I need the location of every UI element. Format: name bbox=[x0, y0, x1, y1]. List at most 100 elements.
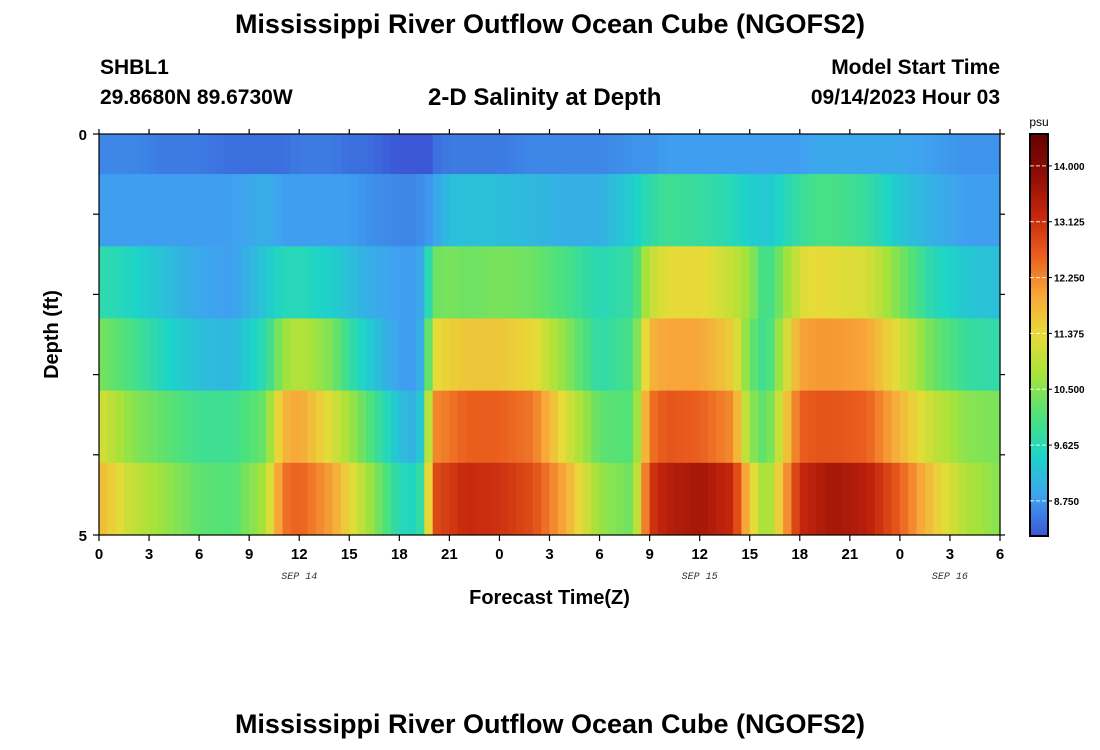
heatmap-cell bbox=[124, 174, 133, 247]
heatmap-cell bbox=[941, 318, 951, 392]
heatmap-cell bbox=[607, 390, 617, 464]
heatmap-cell bbox=[574, 134, 584, 175]
y-tick-label: 5 bbox=[79, 528, 87, 545]
heatmap-cell bbox=[933, 462, 943, 536]
heatmap-cell bbox=[315, 318, 325, 392]
heatmap-cell bbox=[299, 390, 309, 464]
heatmap-cell bbox=[482, 318, 492, 392]
heatmap-cell bbox=[99, 390, 108, 464]
heatmap-cell bbox=[991, 174, 1001, 247]
heatmap-cell bbox=[924, 318, 934, 392]
heatmap-cell bbox=[566, 318, 576, 392]
heatmap-cell bbox=[724, 462, 734, 536]
heatmap-cell bbox=[641, 246, 651, 319]
colorbar-segment bbox=[1030, 475, 1048, 480]
heatmap-cell bbox=[582, 318, 592, 392]
heatmap-cell bbox=[716, 462, 726, 536]
heatmap-cell bbox=[107, 246, 117, 319]
heatmap-cell bbox=[933, 318, 943, 392]
heatmap-cell bbox=[883, 390, 893, 464]
heatmap-cell bbox=[307, 390, 317, 464]
heatmap-cell bbox=[482, 390, 492, 464]
heatmap-cell bbox=[224, 174, 234, 247]
heatmap-cell bbox=[315, 462, 325, 536]
colorbar-segment bbox=[1030, 361, 1048, 366]
colorbar-frame bbox=[1029, 133, 1049, 537]
heatmap-cell bbox=[124, 390, 133, 464]
heatmap-cell bbox=[949, 318, 959, 392]
heatmap-cell bbox=[799, 174, 809, 247]
heatmap-cell bbox=[766, 462, 776, 536]
heatmap-cell bbox=[557, 174, 567, 247]
colorbar-segment bbox=[1030, 324, 1048, 329]
heatmap-cell bbox=[115, 174, 125, 247]
heatmap-cell bbox=[274, 246, 284, 319]
colorbar-segment bbox=[1030, 522, 1048, 527]
heatmap-cell bbox=[507, 390, 517, 464]
x-tick-label: 15 bbox=[741, 546, 758, 563]
colorbar-segment bbox=[1030, 415, 1048, 420]
heatmap-cell bbox=[699, 462, 709, 536]
heatmap-cell bbox=[124, 134, 133, 175]
heatmap-cell bbox=[541, 174, 551, 247]
colorbar-segment bbox=[1030, 204, 1048, 209]
heatmap-cell bbox=[949, 390, 959, 464]
colorbar-segment bbox=[1030, 465, 1048, 470]
colorbar-segment bbox=[1030, 137, 1048, 142]
heatmap-cell bbox=[833, 174, 843, 247]
heatmap-cell bbox=[666, 174, 676, 247]
heatmap-cell bbox=[190, 246, 200, 319]
heatmap-cell bbox=[390, 462, 400, 536]
heatmap-cell bbox=[991, 390, 1001, 464]
date-label: SEP 14 bbox=[281, 572, 317, 583]
colorbar-segment bbox=[1030, 512, 1048, 517]
heatmap-cell bbox=[649, 318, 659, 392]
colorbar-tick-label: 14.000 bbox=[1054, 162, 1085, 173]
heatmap-cell bbox=[290, 246, 300, 319]
heatmap-cell bbox=[624, 318, 634, 392]
heatmap-cell bbox=[816, 134, 826, 175]
colorbar-segment bbox=[1030, 284, 1048, 289]
heatmap-cell bbox=[557, 246, 567, 319]
heatmap-cell bbox=[107, 318, 117, 392]
heatmap-cell bbox=[858, 246, 868, 319]
heatmap-cell bbox=[966, 318, 976, 392]
heatmap-cell bbox=[699, 174, 709, 247]
colorbar-segment bbox=[1030, 291, 1048, 296]
heatmap-cell bbox=[441, 318, 450, 392]
heatmap-cell bbox=[299, 174, 309, 247]
x-tick-label: 0 bbox=[495, 546, 503, 563]
heatmap-cell bbox=[516, 246, 526, 319]
heatmap-cell bbox=[390, 134, 400, 175]
heatmap-cell bbox=[182, 134, 192, 175]
colorbar-segment bbox=[1030, 268, 1048, 272]
heatmap-cell bbox=[858, 134, 868, 175]
heatmap-cell bbox=[632, 390, 642, 464]
heatmap-cell bbox=[274, 174, 284, 247]
heatmap-cell bbox=[733, 246, 742, 319]
heatmap-cell bbox=[132, 246, 142, 319]
heatmap-cell bbox=[416, 390, 425, 464]
heatmap-cell bbox=[357, 318, 367, 392]
heatmap-cell bbox=[866, 318, 876, 392]
heatmap-cell bbox=[249, 246, 259, 319]
heatmap-cell bbox=[749, 462, 759, 536]
heatmap-cell bbox=[766, 174, 776, 247]
heatmap-cell bbox=[282, 390, 292, 464]
heatmap-cell bbox=[390, 390, 400, 464]
heatmap-cell bbox=[816, 318, 826, 392]
heatmap-cell bbox=[808, 246, 818, 319]
heatmap-cell bbox=[708, 390, 717, 464]
heatmap-cell bbox=[607, 246, 617, 319]
heatmap-cell bbox=[941, 174, 951, 247]
heatmap-cell bbox=[232, 174, 242, 247]
heatmap-cell bbox=[933, 246, 943, 319]
heatmap-cell bbox=[507, 134, 517, 175]
heatmap-cell bbox=[449, 174, 459, 247]
heatmap-cell bbox=[466, 174, 476, 247]
heatmap-cell bbox=[432, 462, 442, 536]
colorbar-segment bbox=[1030, 187, 1048, 192]
heatmap-cell bbox=[374, 390, 384, 464]
heatmap-cell bbox=[983, 246, 993, 319]
plot-subtitle: 2-D Salinity at Depth bbox=[428, 84, 662, 111]
